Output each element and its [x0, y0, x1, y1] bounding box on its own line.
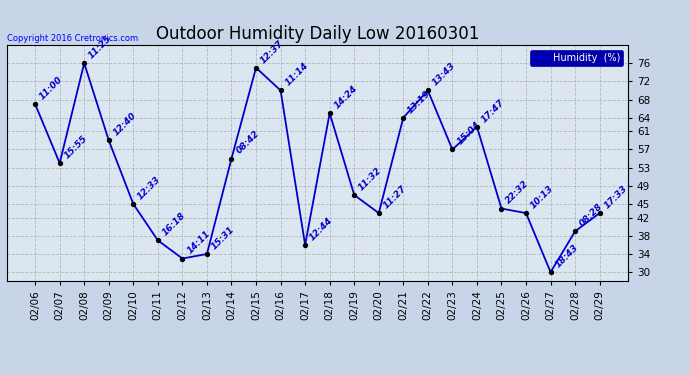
Text: 16:18: 16:18: [161, 211, 187, 238]
Point: [152, 237, 164, 243]
Point: [471, 124, 482, 130]
Title: Outdoor Humidity Daily Low 20160301: Outdoor Humidity Daily Low 20160301: [156, 26, 479, 44]
Text: 12:33: 12:33: [136, 175, 163, 201]
Text: 11:27: 11:27: [382, 184, 408, 210]
Text: 18:43: 18:43: [553, 243, 580, 269]
Point: [79, 60, 90, 66]
Point: [520, 210, 531, 216]
Text: 17:47: 17:47: [480, 98, 506, 124]
Text: 12:37: 12:37: [259, 38, 286, 65]
Point: [226, 156, 237, 162]
Point: [275, 87, 286, 93]
Point: [594, 210, 605, 216]
Text: 08:42: 08:42: [235, 129, 261, 156]
Point: [299, 242, 310, 248]
Point: [250, 65, 262, 71]
Text: 15:31: 15:31: [210, 225, 237, 251]
Point: [104, 137, 115, 143]
Text: 14:24: 14:24: [333, 84, 359, 110]
Point: [201, 251, 213, 257]
Text: 11:32: 11:32: [357, 165, 384, 192]
Point: [496, 206, 507, 212]
Text: Copyright 2016 Cretronics.com: Copyright 2016 Cretronics.com: [7, 34, 138, 43]
Text: 08:28: 08:28: [578, 202, 604, 228]
Text: 15:04: 15:04: [455, 120, 482, 147]
Text: 10:13: 10:13: [529, 184, 555, 210]
Point: [545, 269, 556, 275]
Point: [324, 110, 335, 116]
Point: [373, 210, 384, 216]
Text: 13:19: 13:19: [406, 88, 433, 115]
Text: 11:00: 11:00: [38, 75, 64, 101]
Point: [30, 101, 41, 107]
Text: 14:11: 14:11: [185, 229, 212, 256]
Point: [177, 255, 188, 261]
Text: 11:14: 11:14: [284, 61, 310, 88]
Point: [398, 115, 409, 121]
Text: 22:32: 22:32: [504, 179, 531, 206]
Point: [422, 87, 433, 93]
Point: [128, 201, 139, 207]
Text: 15:55: 15:55: [63, 134, 89, 160]
Text: 17:33: 17:33: [602, 184, 629, 210]
Legend: Humidity  (%): Humidity (%): [531, 50, 623, 66]
Text: 12:40: 12:40: [112, 111, 138, 138]
Point: [54, 160, 65, 166]
Text: 12:44: 12:44: [308, 216, 335, 242]
Text: 11:25: 11:25: [87, 34, 114, 60]
Point: [348, 192, 359, 198]
Point: [447, 147, 458, 153]
Text: 13:43: 13:43: [431, 61, 457, 88]
Point: [570, 228, 581, 234]
